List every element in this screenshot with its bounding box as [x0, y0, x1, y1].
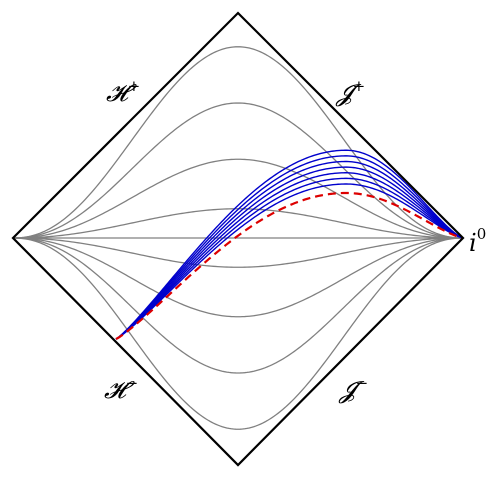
hyperboloidal-slice: [115, 172, 464, 340]
foliation-curve: [12, 237, 464, 430]
past-horizon-superscript: −: [126, 374, 139, 392]
foliation-curve: [12, 102, 464, 239]
past-horizon-label: 𝓗−: [104, 374, 138, 404]
foliation-curve: [12, 158, 464, 239]
future-null-infinity-label: 𝓙+: [335, 77, 365, 107]
future-horizon-label: 𝓗+: [106, 77, 140, 107]
foliation-curve: [13, 237, 463, 268]
future-horizon-superscript: +: [128, 77, 141, 95]
foliation-curve: [12, 237, 464, 374]
past-null-infinity-label: 𝓙−: [338, 374, 368, 404]
diamond-boundary: [11, 11, 465, 467]
hyperboloidal-slice: [115, 149, 464, 340]
hyperboloidal-slice: [115, 177, 464, 340]
hyperboloidal-slices: [115, 149, 464, 340]
hyperboloidal-slice: [115, 183, 464, 340]
foliation-curves: [12, 46, 464, 430]
hyperboloidal-slice: [115, 155, 464, 340]
hyperboloidal-slice: [115, 160, 464, 340]
spatial-infinity-label: i0: [469, 225, 486, 257]
future-null-infinity-superscript: +: [353, 77, 366, 95]
hyperboloidal-slice: [115, 166, 464, 340]
foliation-curve: [12, 237, 464, 318]
foliation-curve: [12, 46, 464, 239]
past-null-infinity-superscript: −: [356, 374, 369, 392]
spatial-infinity-superscript: 0: [477, 225, 487, 243]
limit-slice-dashed-curve: [115, 191, 464, 340]
